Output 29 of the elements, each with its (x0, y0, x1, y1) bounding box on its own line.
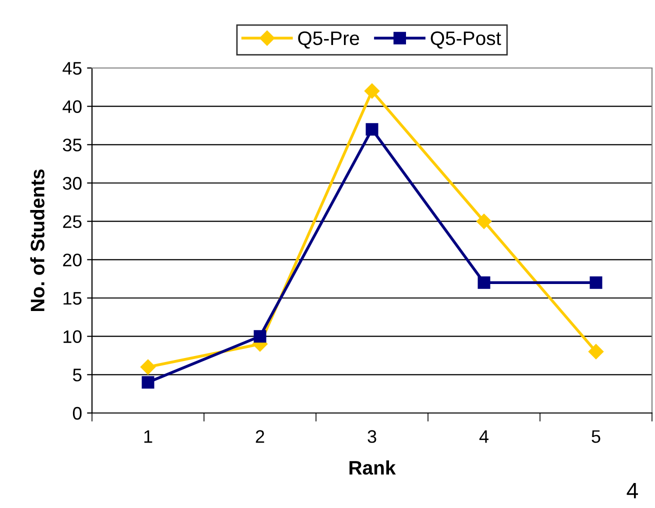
point (588, 344, 604, 360)
x-tick-label: 1 (144, 430, 152, 443)
point (476, 214, 492, 229)
point (590, 276, 602, 289)
y-tick-label: 35 (62, 138, 82, 152)
text: 4 (626, 483, 638, 498)
legend-label: Q5-Post (430, 31, 502, 49)
x-tick-label: 4 (479, 430, 488, 443)
point (366, 123, 378, 136)
point (364, 83, 380, 99)
y-tick-label: 40 (62, 100, 82, 114)
y-tick-label: 25 (63, 215, 82, 228)
y-tick-label: 5 (72, 368, 82, 382)
point (140, 359, 156, 375)
y-tick-label: 45 (62, 62, 82, 75)
y-tick-label: 20 (63, 254, 82, 266)
x-axis-title: Rank (350, 460, 396, 475)
x-tick-label: 3 (368, 430, 376, 443)
y-tick-label: 0 (72, 406, 82, 420)
y-tick-label: 10 (64, 330, 82, 344)
point (142, 376, 154, 389)
x-tick-label: 5 (592, 430, 600, 443)
point (254, 330, 266, 343)
point (478, 276, 490, 289)
y-axis-title: No. of Students (30, 169, 44, 312)
y-tick-label: 15 (64, 292, 82, 305)
y-tick-label: 30 (62, 176, 82, 190)
legend-label: Q5-Pre (298, 31, 360, 49)
x-tick-label: 2 (256, 430, 264, 443)
